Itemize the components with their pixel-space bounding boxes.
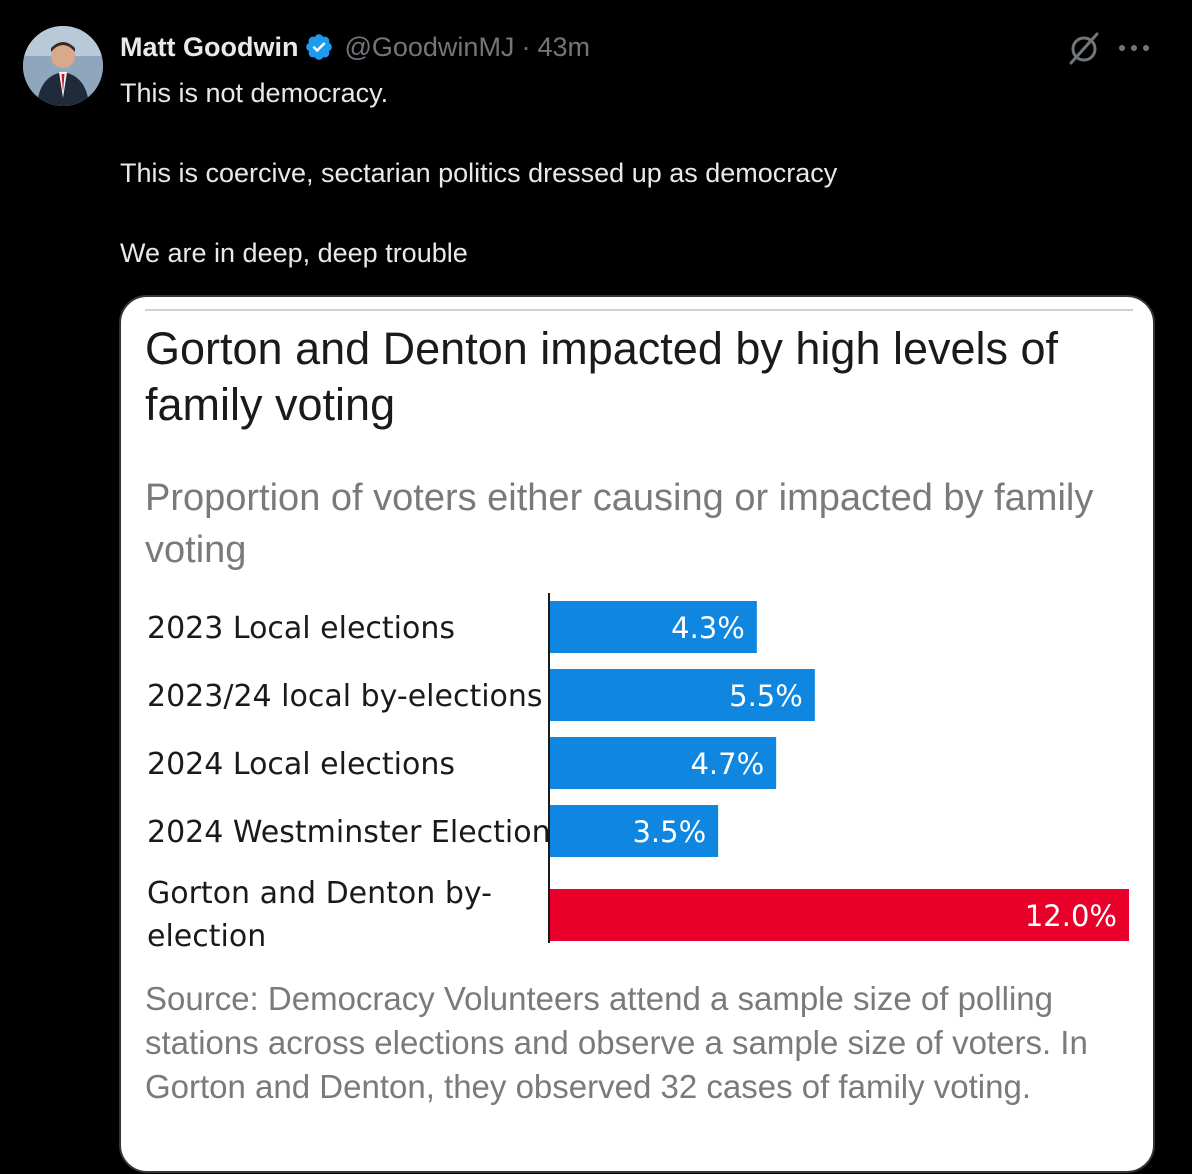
tweet-text: This is not democracy. This is coercive,… bbox=[120, 73, 1160, 273]
separator-dot: · bbox=[521, 32, 531, 62]
chart-bar bbox=[549, 737, 777, 789]
tweet-line: This is coercive, sectarian politics dre… bbox=[120, 158, 838, 188]
chart-category-label: 2023/24 local by-elections bbox=[147, 679, 543, 714]
avatar[interactable] bbox=[23, 26, 103, 106]
chart-bar bbox=[549, 889, 1129, 941]
chart-category-label: 2024 Local elections bbox=[147, 747, 455, 782]
chart-category-label: Gorton and Denton by-election bbox=[147, 876, 492, 954]
chart-bar bbox=[549, 669, 815, 721]
bar-chart: 4.3% 2023 Local elections 5.5% 2023/24 loca… bbox=[147, 593, 1129, 954]
post-header: Matt Goodwin @GoodwinMJ · 43m bbox=[120, 28, 590, 66]
chart-category-label: 2023 Local elections bbox=[147, 611, 455, 646]
timestamp[interactable]: 43m bbox=[537, 32, 590, 62]
handle[interactable]: @GoodwinMJ bbox=[344, 32, 515, 62]
chart-top-rule bbox=[145, 309, 1133, 311]
display-name[interactable]: Matt Goodwin bbox=[120, 32, 299, 62]
chart-value-label: 3.5% bbox=[632, 815, 706, 849]
chart-source: Source: Democracy Volunteers attend a sa… bbox=[145, 980, 1088, 1105]
media-attachment[interactable]: Gorton and Denton impacted by high level… bbox=[119, 295, 1155, 1173]
grok-icon[interactable] bbox=[1064, 28, 1104, 68]
chart-value-label: 4.3% bbox=[671, 611, 745, 645]
chart-value-label: 5.5% bbox=[729, 679, 803, 713]
chart-value-label: 4.7% bbox=[690, 747, 764, 781]
verified-badge-icon[interactable] bbox=[304, 32, 334, 62]
chart-value-label: 12.0% bbox=[1025, 899, 1117, 933]
tweet-line: We are in deep, deep trouble bbox=[120, 238, 468, 268]
tweet-line: This is not democracy. bbox=[120, 78, 389, 108]
chart-subtitle: Proportion of voters either causing or i… bbox=[145, 477, 1094, 571]
chart-bar bbox=[549, 805, 719, 857]
more-options-icon[interactable] bbox=[1112, 30, 1156, 66]
chart-bar bbox=[549, 601, 757, 653]
chart-category-label: 2024 Westminster Election bbox=[147, 815, 551, 850]
chart-title: Gorton and Denton impacted by high level… bbox=[145, 323, 1059, 430]
avatar-photo bbox=[23, 26, 103, 106]
